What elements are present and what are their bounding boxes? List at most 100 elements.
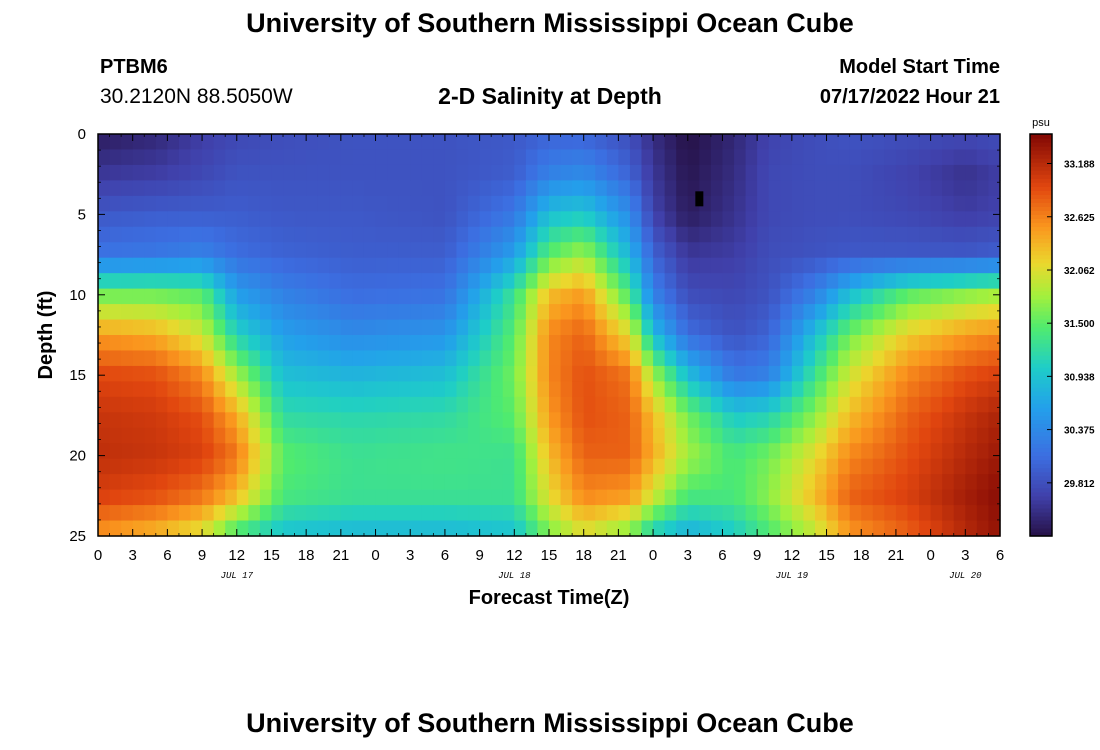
heatmap-cell [849,412,862,429]
heatmap-cell [653,443,666,460]
heatmap-cell [259,335,273,352]
heatmap-cell [155,474,168,491]
heatmap-cell [456,412,469,429]
heatmap-cell [606,134,619,151]
heatmap-cell [444,226,458,243]
heatmap-cell [329,443,342,460]
heatmap-cell [653,474,666,491]
heatmap-cell [572,134,585,151]
heatmap-cell [687,396,700,413]
heatmap-cell [468,412,481,429]
heatmap-cell [653,211,666,228]
x-tick-label: 15 [818,547,835,564]
heatmap-cell [988,520,1001,537]
heatmap-cell [121,458,134,475]
heatmap-cell [109,396,122,413]
heatmap-cell [340,257,354,274]
heatmap-cell [976,458,990,475]
colorbar-segment [1030,339,1052,344]
heatmap-cell [514,489,527,506]
heatmap-cell [861,335,874,352]
heatmap-cell [329,195,342,212]
heatmap-cell [791,396,805,413]
heatmap-cell [398,520,411,537]
heatmap-cell [988,489,1001,506]
heatmap-cell [780,458,793,475]
heatmap-cell [953,180,966,197]
heatmap-cell [676,381,689,398]
heatmap-cell [144,319,157,336]
heatmap-cell [294,149,307,166]
heatmap-cell [942,164,955,181]
heatmap-cell [664,396,677,413]
heatmap-cell [121,211,134,228]
heatmap-cell [814,242,828,259]
colorbar-segment [1030,162,1052,167]
heatmap-cell [98,427,111,444]
heatmap-cell [942,273,955,290]
heatmap-cell [988,288,1001,305]
heatmap-cell [514,149,527,166]
heatmap-cell [976,304,990,321]
heatmap-cell [410,257,423,274]
heatmap-cell [479,134,492,151]
heatmap-cell [653,288,666,305]
heatmap-cell [410,226,423,243]
heatmap-cell [236,474,249,491]
heatmap-cell [734,149,747,166]
heatmap-cell [271,505,284,522]
heatmap-cell [363,242,377,259]
heatmap-cell [745,273,758,290]
heatmap-cell [560,458,573,475]
heatmap-cell [178,304,192,321]
heatmap-cell [410,164,423,181]
heatmap-cell [213,211,226,228]
heatmap-cell [872,319,885,336]
heatmap-cell [479,458,492,475]
heatmap-cell [514,474,527,491]
heatmap-cell [745,335,758,352]
heatmap-cell [387,242,400,259]
heatmap-cell [236,149,249,166]
heatmap-cell [190,273,203,290]
heatmap-cell [618,505,631,522]
heatmap-cell [757,458,770,475]
heatmap-cell [965,396,978,413]
heatmap-cell [826,412,839,429]
heatmap-cell [213,350,226,367]
heatmap-cell [687,427,700,444]
heatmap-cell [629,257,643,274]
heatmap-cell [930,195,943,212]
heatmap-cell [259,350,273,367]
colorbar-segment [1030,206,1052,211]
heatmap-cell [525,505,539,522]
heatmap-cell [109,458,122,475]
heatmap-cell [502,257,515,274]
heatmap-cell [976,242,990,259]
heatmap-cell [167,412,180,429]
heatmap-cell [572,164,585,181]
heatmap-cell [768,149,781,166]
heatmap-cell [838,505,851,522]
heatmap-cell [283,242,296,259]
heatmap-cell [919,242,932,259]
heatmap-cell [780,520,793,537]
heatmap-cell [953,520,966,537]
heatmap-cell [653,335,666,352]
heatmap-cell [653,489,666,506]
heatmap-cell [734,458,747,475]
heatmap-cell [109,226,122,243]
heatmap-cell [930,474,943,491]
heatmap-cell [838,164,851,181]
heatmap-cell [838,304,851,321]
heatmap-cell [398,304,411,321]
heatmap-cell [283,273,296,290]
heatmap-cell [155,505,168,522]
heatmap-cell [572,350,585,367]
heatmap-cell [421,195,434,212]
heatmap-cell [98,412,111,429]
heatmap-cell [895,273,909,290]
heatmap-cell [294,335,307,352]
colorbar-segment [1030,282,1052,288]
heatmap-cell [410,195,423,212]
